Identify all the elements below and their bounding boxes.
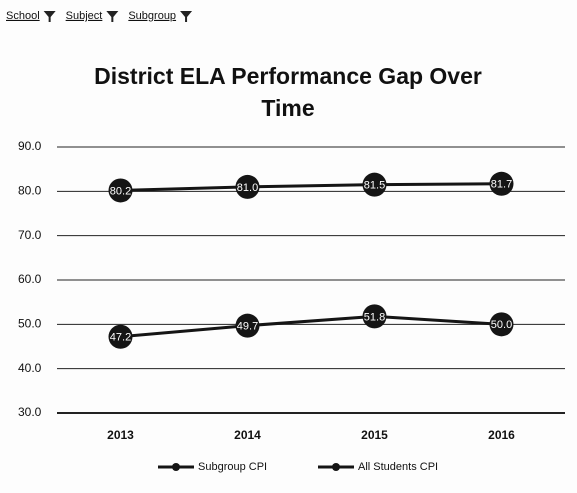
filter-label: School [6, 10, 40, 22]
y-tick-label: 70.0 [18, 228, 42, 242]
legend-label: All Students CPI [358, 461, 438, 473]
data-point [108, 178, 133, 203]
y-tick-label: 80.0 [18, 184, 42, 198]
legend-label: Subgroup CPI [198, 461, 267, 473]
data-point [362, 172, 387, 197]
data-label: 49.7 [237, 321, 258, 333]
filter-label: Subgroup [128, 10, 176, 22]
data-point [489, 171, 514, 196]
title-line: District ELA Performance Gap Over [94, 63, 482, 89]
filter-icon [180, 11, 193, 22]
y-tick-label: 60.0 [18, 272, 42, 286]
data-label: 50.0 [491, 319, 512, 331]
x-tick-label: 2013 [107, 428, 134, 442]
data-point [489, 312, 514, 337]
chart-title: District ELA Performance Gap Over Time [94, 63, 482, 121]
data-point [108, 324, 133, 349]
x-tick-label: 2014 [234, 428, 261, 442]
filter-button[interactable]: Subgroup [128, 10, 193, 22]
y-tick-label: 30.0 [18, 405, 42, 419]
filter-icon [106, 11, 119, 22]
y-tick-label: 40.0 [18, 361, 42, 375]
data-point [235, 313, 260, 338]
filter-label: Subject [66, 10, 103, 22]
data-label: 81.0 [237, 182, 258, 194]
data-label: 81.5 [364, 180, 385, 192]
data-label: 51.8 [364, 311, 385, 323]
data-point [362, 304, 387, 329]
legend-marker [332, 463, 340, 471]
y-tick-label: 90.0 [18, 139, 42, 153]
y-tick-label: 50.0 [18, 317, 42, 331]
data-label: 81.7 [491, 179, 512, 191]
series-line [120, 314, 502, 339]
legend-marker [172, 463, 180, 471]
title-line: Time [261, 95, 314, 121]
filter-icon [43, 11, 56, 22]
data-label: 80.2 [110, 185, 131, 197]
series-line [120, 182, 502, 192]
filter-button[interactable]: School [6, 10, 56, 22]
x-tick-label: 2016 [488, 428, 515, 442]
filter-button[interactable]: Subject [66, 10, 119, 22]
x-tick-label: 2015 [361, 428, 388, 442]
data-point [235, 174, 260, 199]
data-label: 47.2 [110, 332, 131, 344]
